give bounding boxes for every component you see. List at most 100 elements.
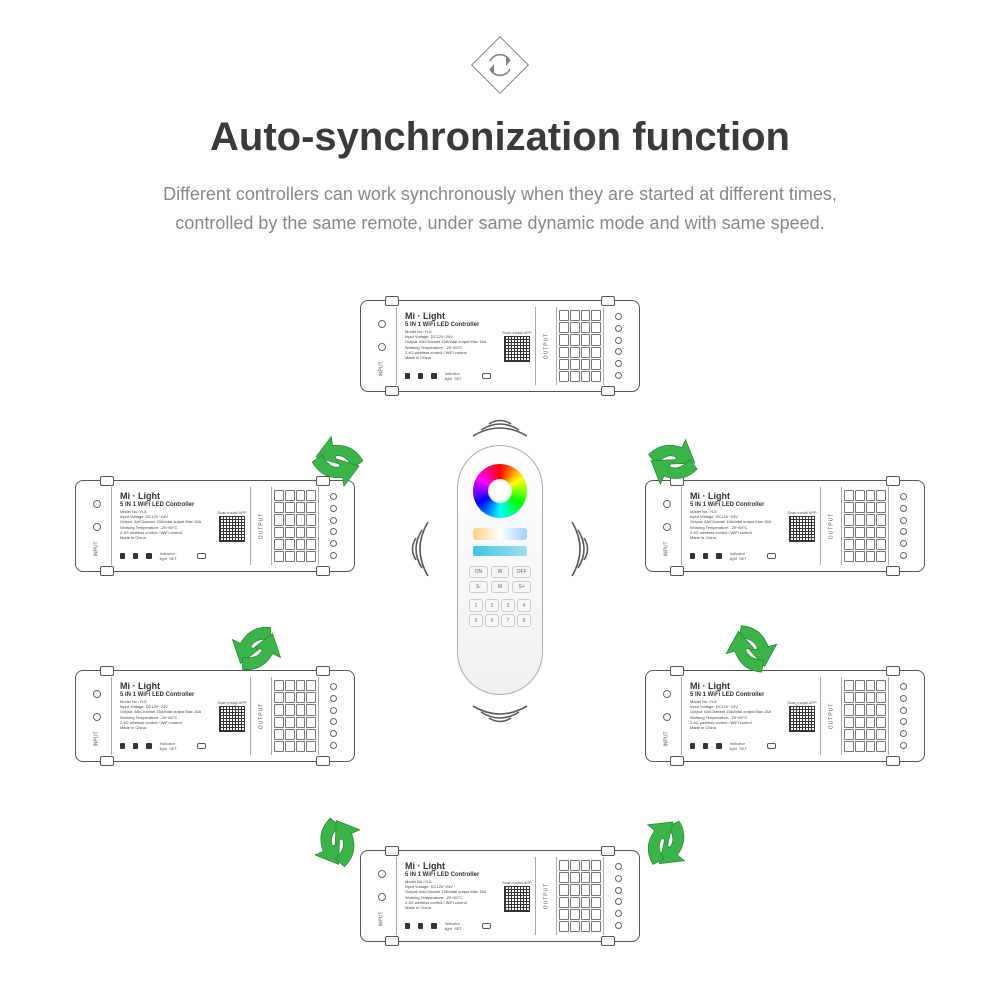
remote-btn-sminus: S- [469,581,488,593]
qr-code [789,516,815,542]
ctrl-brand: Mi · Light [120,491,206,501]
qr-label: Scan install APP [217,700,246,705]
diagram: ON W OFF S- M S+ 1 2 3 4 5 6 7 8 INPUT [0,280,1000,980]
ctrl-output-side [603,857,633,935]
ce-icon [146,553,151,559]
indicator-label: Indicator light SET [730,741,759,751]
android-icon [133,743,138,749]
remote-btn-w: W [491,566,510,578]
android-icon [703,553,708,559]
apple-icon [690,743,695,749]
ctrl-specs: Model No.:YL5Input Voltage: DC12V~24VOut… [405,329,491,360]
led-controller-5: INPUT Mi · Light 5 IN 1 WiFi LED Control… [75,670,355,762]
output-label: OUTPUT [543,883,549,910]
ctrl-input-side: INPUT [82,487,112,565]
zone-4: 4 [517,599,531,612]
ctrl-output-side [888,677,918,755]
indicator-label: Indicator light SET [730,551,759,561]
ctrl-product: 5 IN 1 WiFi LED Controller [120,692,206,698]
android-icon [703,743,708,749]
remote-btn-on: ON [469,566,488,578]
ce-icon [716,553,721,559]
output-label: OUTPUT [258,513,264,540]
output-label: OUTPUT [828,703,834,730]
android-icon [418,373,423,379]
signal-bottom [463,704,537,734]
ctrl-brand: Mi · Light [405,861,491,871]
signal-left [400,512,430,586]
terminal-grid [557,307,603,385]
terminal-grid [272,487,318,565]
indicator-label: Indicator light SET [445,921,474,931]
indicator-label: Indicator light SET [160,741,189,751]
ctrl-output-side [603,307,633,385]
qr-code [789,706,815,732]
page-title: Auto-synchronization function [0,115,1000,160]
set-button [767,743,776,749]
led-controller-4: INPUT Mi · Light 5 IN 1 WiFi LED Control… [360,850,640,942]
description-line1: Different controllers can work synchrono… [163,184,837,204]
zone-8: 8 [517,614,531,627]
terminal-grid [842,677,888,755]
ctrl-output-side [888,487,918,565]
color-wheel [473,464,527,518]
ctrl-input-side: INPUT [82,677,112,755]
remote-control: ON W OFF S- M S+ 1 2 3 4 5 6 7 8 [457,445,543,695]
ctrl-product: 5 IN 1 WiFi LED Controller [405,322,491,328]
qr-label: Scan install APP [502,330,531,335]
set-button [482,373,491,379]
ce-icon [431,923,436,929]
terminal-grid [557,857,603,935]
apple-icon [405,373,410,379]
description-line2: controlled by the same remote, under sam… [175,213,824,233]
remote-btn-off: OFF [512,566,531,578]
zone-1: 1 [469,599,483,612]
ctrl-input-side: INPUT [367,307,397,385]
ctrl-specs: Model No.:YL5Input Voltage: DC12V~24VOut… [120,699,206,730]
apple-icon [690,553,695,559]
color-wheel-center [488,479,512,503]
description: Different controllers can work synchrono… [0,180,1000,238]
apple-icon [405,923,410,929]
ctrl-brand: Mi · Light [690,681,776,691]
qr-label: Scan install APP [787,700,816,705]
apple-icon [120,743,125,749]
ctrl-output-side [318,677,348,755]
ctrl-brand: Mi · Light [690,491,776,501]
sync-icon [460,25,540,110]
set-button [767,553,776,559]
sync-arrow-2 [716,615,782,682]
ctrl-product: 5 IN 1 WiFi LED Controller [120,502,206,508]
terminal-grid [272,677,318,755]
led-controller-3: INPUT Mi · Light 5 IN 1 WiFi LED Control… [645,670,925,762]
set-button [197,743,206,749]
qr-code [504,336,530,362]
ce-icon [146,743,151,749]
qr-label: Scan install APP [502,880,531,885]
led-controller-1: INPUT Mi · Light 5 IN 1 WiFi LED Control… [360,300,640,392]
output-label: OUTPUT [543,333,549,360]
remote-btn-splus: S+ [512,581,531,593]
qr-code [219,706,245,732]
remote-button-grid: ON W OFF S- M S+ [469,566,531,593]
ctrl-product: 5 IN 1 WiFi LED Controller [405,872,491,878]
ctrl-brand: Mi · Light [120,681,206,691]
output-label: OUTPUT [828,513,834,540]
ctrl-specs: Model No.:YL5Input Voltage: DC12V~24VOut… [690,509,776,540]
zone-2: 2 [485,599,499,612]
signal-right [570,512,600,586]
ctrl-specs: Model No.:YL5Input Voltage: DC12V~24VOut… [405,879,491,910]
zone-6: 6 [485,614,499,627]
remote-zone-grid: 1 2 3 4 5 6 7 8 [469,599,531,627]
ctrl-input-side: INPUT [367,857,397,935]
qr-code [504,886,530,912]
qr-code [219,516,245,542]
remote-btn-m: M [491,581,510,593]
ctrl-product: 5 IN 1 WiFi LED Controller [690,692,776,698]
cct-slider [473,528,527,540]
zone-3: 3 [501,599,515,612]
terminal-grid [842,487,888,565]
ctrl-specs: Model No.:YL5Input Voltage: DC12V~24VOut… [120,509,206,540]
set-button [197,553,206,559]
ce-icon [716,743,721,749]
